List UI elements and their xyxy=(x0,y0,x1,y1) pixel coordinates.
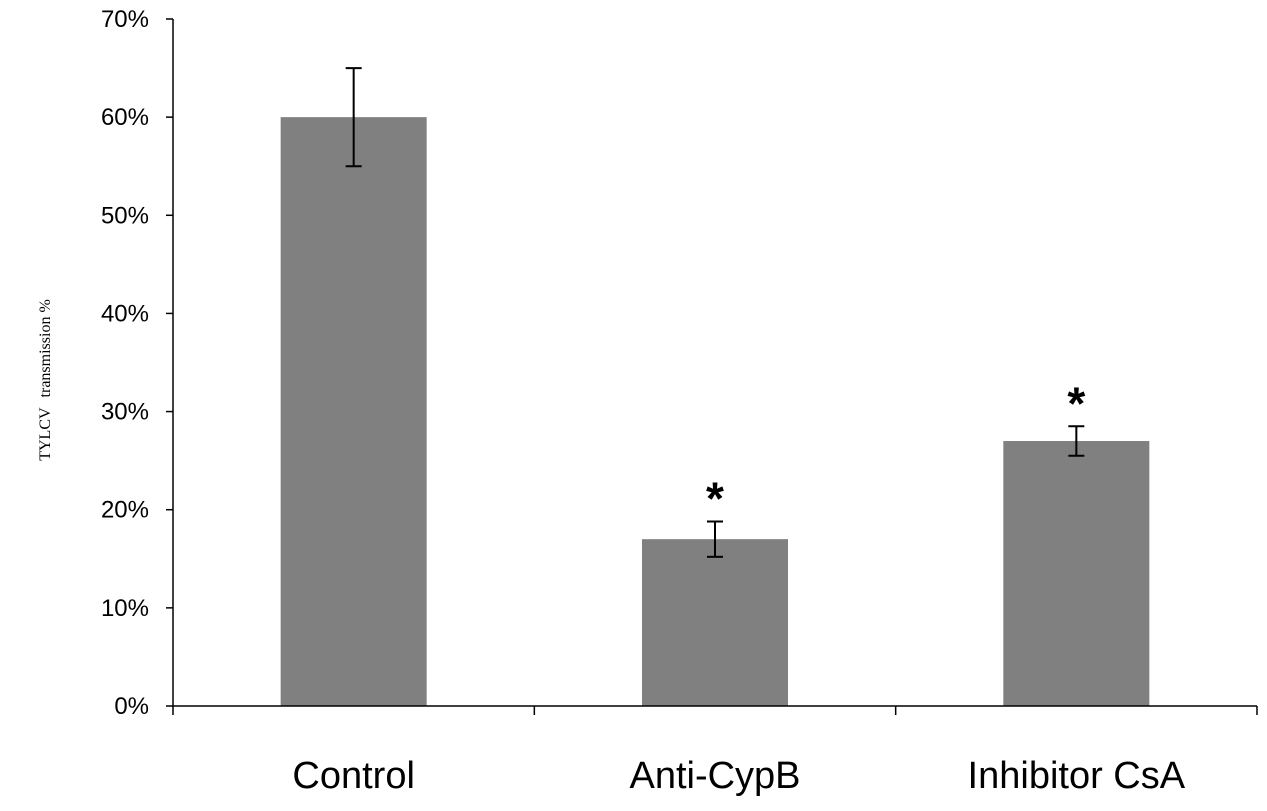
y-tick-label: 60% xyxy=(101,104,149,131)
svg-text:TYLCVtransmission %: TYLCV transmission % xyxy=(37,299,54,461)
y-axis-label-rest: transmission % xyxy=(37,299,54,397)
x-category-label: Inhibitor CsA xyxy=(968,755,1186,797)
bar-control xyxy=(280,117,427,706)
y-tick-label: 0% xyxy=(114,693,149,720)
y-axis-label-strong: TYLCV xyxy=(37,407,54,461)
y-tick-label: 40% xyxy=(101,300,149,327)
y-tick-label: 20% xyxy=(101,497,149,524)
y-tick-label: 50% xyxy=(101,202,149,229)
y-tick-label: 30% xyxy=(101,399,149,426)
bar-anti-cypb xyxy=(642,539,788,706)
bar-inhibitor-csa xyxy=(1003,441,1150,706)
plot-area: 0% 10% 20% 30% 40% 50% 60% 70% Control * Anti-CypB… xyxy=(101,6,1258,797)
y-tick-label: 70% xyxy=(101,6,149,33)
significance-marker: * xyxy=(1067,377,1085,429)
significance-marker: * xyxy=(706,472,724,524)
x-category-label: Control xyxy=(292,755,415,797)
y-tick-label: 10% xyxy=(101,595,149,622)
y-axis-label: TYLCV transmission % xyxy=(37,299,54,461)
x-category-label: Anti-CypB xyxy=(629,755,800,797)
